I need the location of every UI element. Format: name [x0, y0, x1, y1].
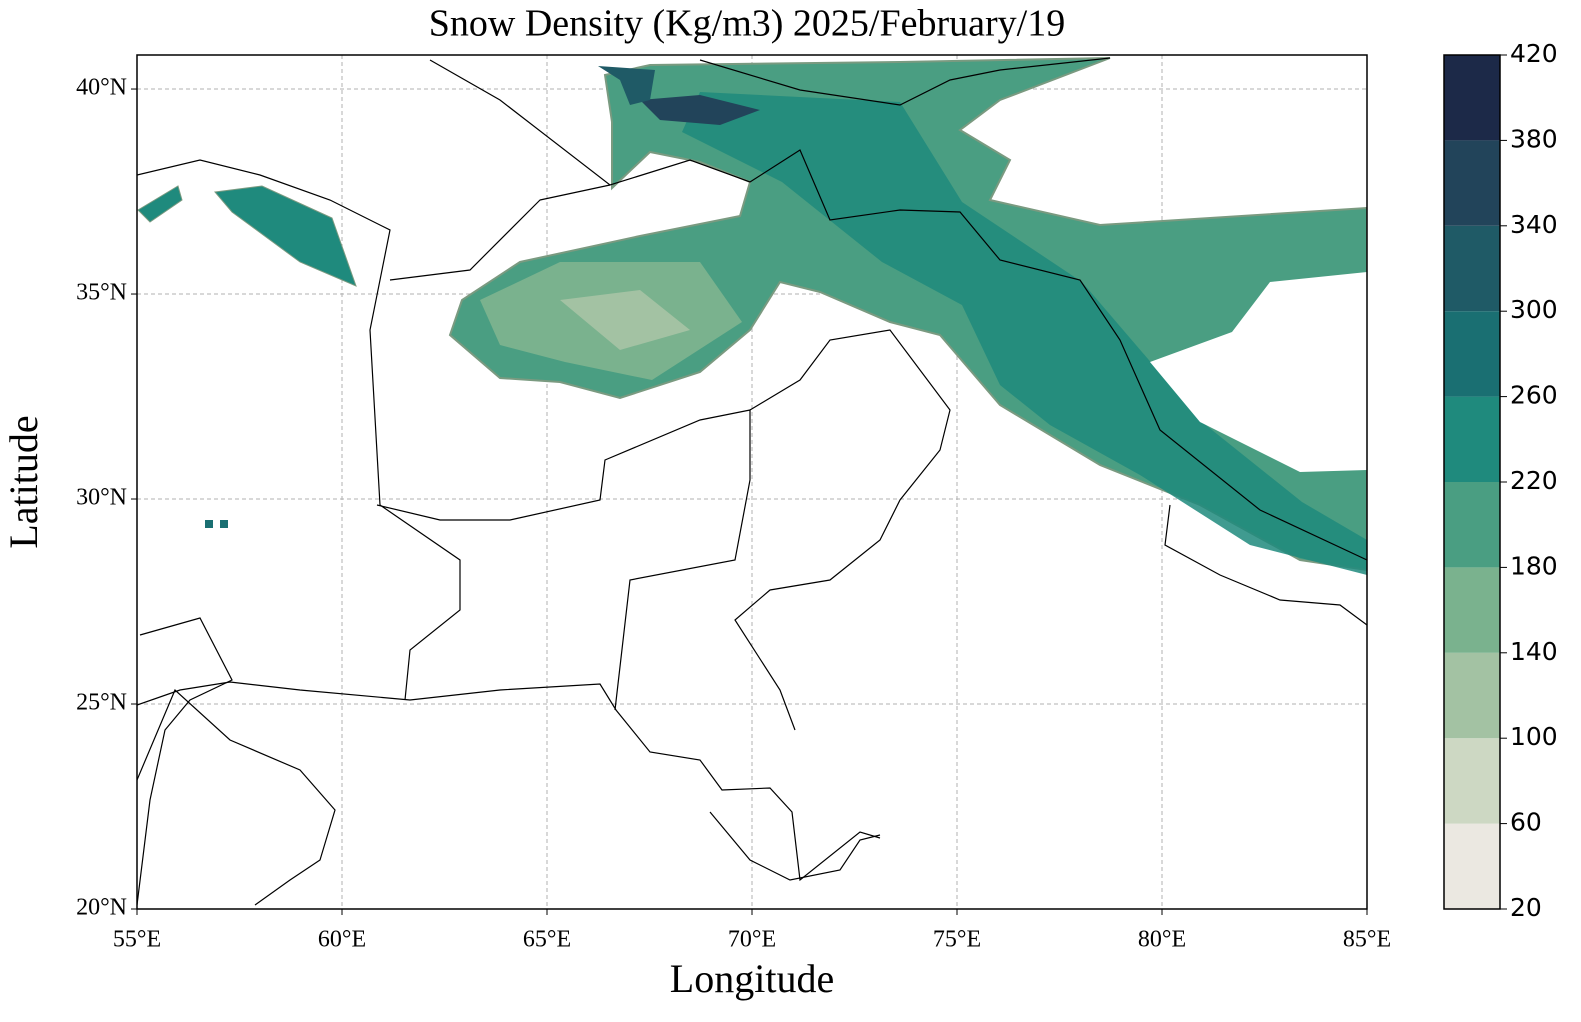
x-axis-label: Longitude — [670, 956, 834, 1001]
country-border — [699, 57, 1111, 106]
y-tick-label: 40°N — [76, 75, 127, 101]
coastline — [137, 617, 233, 906]
snow-region — [598, 66, 655, 105]
colorbar-band — [1444, 396, 1500, 482]
colorbar-band — [1444, 652, 1500, 739]
x-tick-label: 60°E — [318, 927, 366, 953]
snow-region — [137, 185, 183, 223]
colorbar-band — [1444, 140, 1500, 226]
colorbar-tick-label: 420 — [1510, 39, 1558, 68]
colorbar-tick-label: 20 — [1510, 893, 1542, 922]
colorbar-band — [1444, 311, 1500, 397]
colorbar-tick-label: 60 — [1510, 808, 1542, 837]
axes: 55°E 60°E 65°E 70°E 75°E 80°E 85°E 20°N 25°N 30°N… — [76, 75, 1391, 953]
snow-region — [560, 290, 690, 350]
y-axis-label: Latitude — [1, 415, 46, 548]
y-tick-label: 25°N — [76, 690, 127, 716]
snow-region — [214, 185, 357, 287]
country-border — [429, 59, 1367, 561]
country-border — [376, 409, 751, 711]
coastline — [137, 688, 336, 906]
snow-region — [682, 92, 1367, 575]
snow-dot — [220, 520, 228, 528]
x-tick-label: 70°E — [728, 927, 776, 953]
colorbar-band — [1444, 567, 1500, 653]
colorbar-tick-label: 220 — [1510, 466, 1558, 495]
coastline — [137, 681, 881, 882]
colorbar-tick-label: 300 — [1510, 295, 1558, 324]
snow-region — [640, 95, 760, 125]
colorbar-tick-label: 180 — [1510, 551, 1558, 580]
snow-hole — [1150, 272, 1367, 472]
colorbar-tick-label: 100 — [1510, 722, 1558, 751]
colorbar-band — [1444, 482, 1500, 568]
colorbar-tick-label: 140 — [1510, 637, 1558, 666]
country-border — [1164, 504, 1367, 626]
y-tick-label: 20°N — [76, 895, 127, 921]
country-border — [734, 329, 951, 731]
colorbar-band — [1444, 823, 1500, 909]
country-border — [137, 159, 461, 701]
y-tick-label: 30°N — [76, 485, 127, 511]
colorbar-tick-label: 260 — [1510, 381, 1558, 410]
y-tick-label: 35°N — [76, 280, 127, 306]
snow-dot — [205, 520, 213, 528]
colorbar-band — [1444, 55, 1500, 141]
map-title: Snow Density (Kg/m3) 2025/February/19 — [429, 3, 1065, 45]
colorbar: 20 60 100 140 180 220 260 300 340 380 420 — [1443, 39, 1558, 922]
x-tick-label: 85°E — [1343, 927, 1391, 953]
colorbar-tick-label: 380 — [1510, 124, 1558, 153]
colorbar-tick-label: 340 — [1510, 210, 1558, 239]
colorbar-band — [1444, 738, 1500, 824]
coastline — [709, 811, 881, 881]
x-tick-label: 75°E — [933, 927, 981, 953]
x-tick-label: 80°E — [1138, 927, 1186, 953]
map-layer — [137, 57, 1367, 906]
x-tick-label: 65°E — [523, 927, 571, 953]
x-tick-label: 55°E — [113, 927, 161, 953]
colorbar-band — [1444, 225, 1500, 312]
country-border — [389, 184, 611, 281]
